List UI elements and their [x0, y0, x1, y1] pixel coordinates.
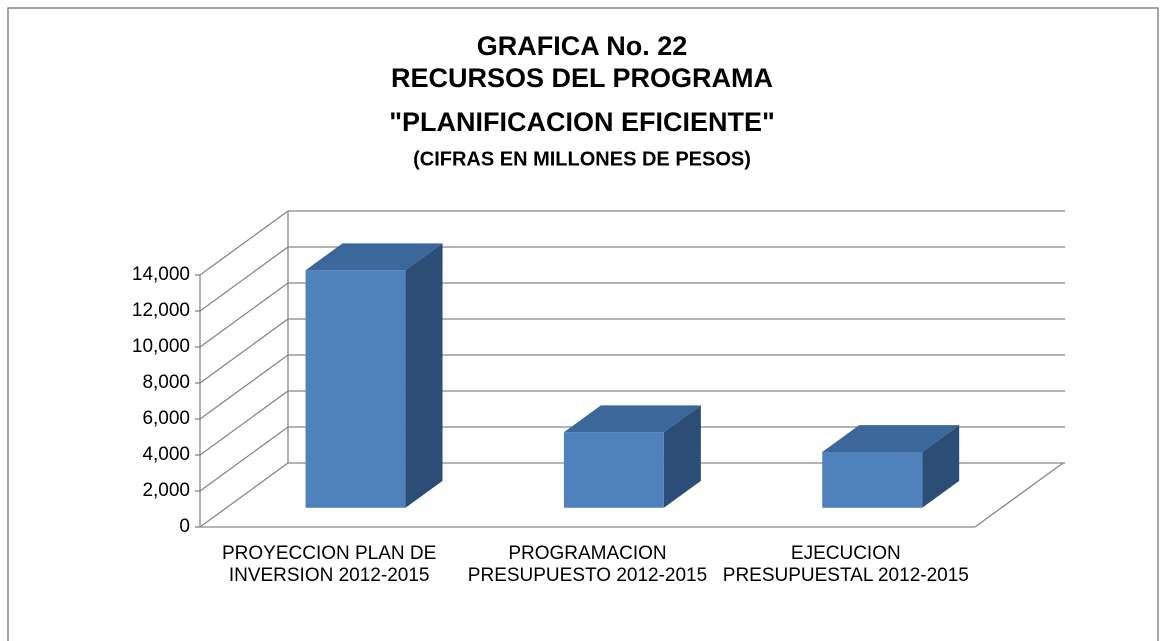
y-tick-label: 2,000 — [142, 480, 190, 501]
x-tick-label: PROGRAMACION PRESUPUESTO 2012-2015 — [467, 543, 708, 586]
bar-side — [663, 405, 701, 508]
y-tick-label: 14,000 — [132, 264, 190, 285]
y-tick-label: 8,000 — [142, 372, 190, 393]
y-tick-label: 4,000 — [142, 444, 190, 465]
bar — [563, 432, 664, 508]
bar-top — [563, 405, 701, 433]
grid-line — [199, 390, 289, 456]
chart-subtitle: (CIFRAS EN MILLONES DE PESOS) — [413, 148, 751, 170]
y-tick-label: 6,000 — [142, 408, 190, 429]
grid-line — [199, 318, 289, 384]
grid-line — [199, 354, 289, 420]
bar-top — [305, 243, 443, 271]
x-tick-label: EJECUCION PRESUPUESTAL 2012-2015 — [722, 543, 969, 586]
grid-line — [199, 426, 289, 492]
chart-title: GRAFICA No. 22 — [477, 31, 688, 61]
grid-line — [199, 210, 289, 276]
chart-title: "PLANIFICACION EFICIENTE" — [389, 107, 775, 137]
floor-edge — [974, 462, 1064, 528]
bar-top — [822, 425, 960, 452]
grid-line — [199, 282, 289, 348]
bar-side — [405, 243, 443, 508]
chart-title: RECURSOS DEL PROGRAMA — [391, 63, 773, 93]
y-tick-label: 10,000 — [132, 336, 190, 357]
bar-side — [922, 425, 960, 508]
x-tick-label: PROYECCION PLAN DE INVERSION 2012-2015 — [221, 543, 437, 586]
bar — [822, 452, 923, 508]
grid-line — [199, 462, 289, 528]
grid-line — [199, 246, 289, 312]
bar — [305, 270, 406, 508]
y-tick-label: 0 — [179, 516, 190, 537]
y-tick-label: 12,000 — [132, 300, 190, 321]
